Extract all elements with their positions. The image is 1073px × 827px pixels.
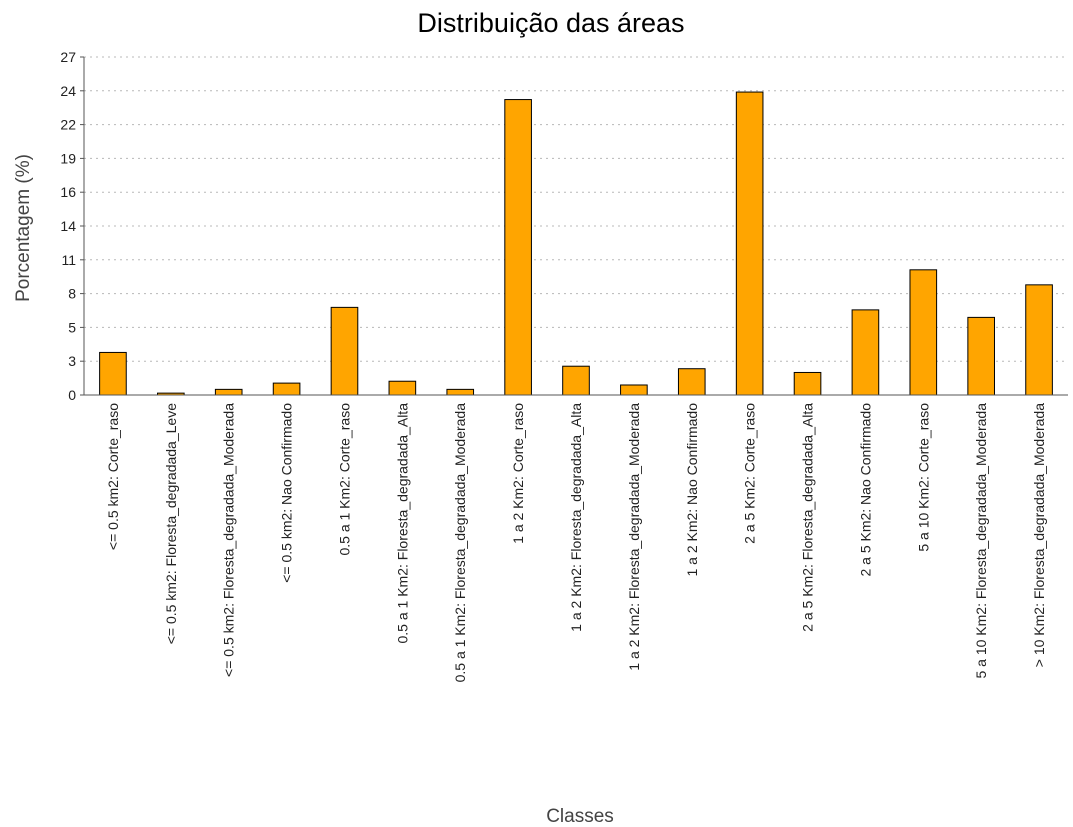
x-category-label: 5 a 10 Km2: Floresta_degradada_Moderada [973, 403, 989, 679]
bars [99, 91, 1053, 396]
x-category-label: 0.5 a 1 Km2: Corte_raso [336, 403, 352, 556]
x-category-label: > 10 Km2: Floresta_degradada_Moderada [1031, 403, 1047, 667]
y-tick-labels: 0 3 5 8 11 14 16 19 22 24 27 [60, 49, 84, 403]
y-tick-label: 16 [60, 184, 76, 200]
x-category-label: 0.5 a 1 Km2: Floresta_degradada_Alta [394, 403, 410, 644]
y-tick-label: 5 [68, 319, 76, 335]
bar [272, 382, 301, 396]
y-tick-label: 24 [60, 83, 76, 99]
bar [388, 380, 417, 396]
y-tick-label: 14 [60, 218, 76, 234]
x-category-label: <= 0.5 km2: Floresta_degradada_Moderada [221, 403, 237, 677]
grid-lines [84, 56, 1068, 362]
x-category-label: 2 a 5 Km2: Floresta_degradada_Alta [800, 403, 816, 632]
x-category-label: 5 a 10 Km2: Corte_raso [915, 403, 931, 552]
x-category-label: 1 a 2 Km2: Nao Confirmado [684, 403, 700, 577]
x-category-label: 0.5 a 1 Km2: Floresta_degradada_Moderada [452, 403, 468, 683]
y-tick-label: 11 [61, 252, 76, 268]
x-category-label: <= 0.5 km2: Floresta_degradada_Leve [163, 403, 179, 644]
x-category-label: <= 0.5 km2: Nao Confirmado [279, 403, 295, 583]
y-tick-label: 19 [60, 150, 76, 166]
y-tick-label: 8 [68, 286, 76, 302]
bar [909, 269, 938, 396]
bar [851, 309, 880, 396]
y-tick-label: 0 [68, 387, 76, 403]
x-category-label: 2 a 5 Km2: Corte_raso [742, 403, 758, 544]
x-category-label: 1 a 2 Km2: Corte_raso [510, 403, 526, 544]
bar [967, 316, 995, 396]
x-axis-label: Classes [546, 806, 614, 827]
bar [446, 388, 475, 396]
y-tick-label: 27 [60, 49, 76, 65]
x-category-labels: <= 0.5 km2: Corte_raso <= 0.5 km2: Flores… [105, 403, 1047, 683]
bar [330, 306, 359, 396]
bar [214, 388, 243, 396]
y-tick-label: 22 [60, 117, 76, 133]
bar [99, 351, 127, 396]
x-category-label: 1 a 2 Km2: Floresta_degradada_Moderada [626, 403, 642, 671]
bar [504, 99, 532, 396]
y-axis-label: Porcentagem (%) [13, 154, 34, 302]
bar [677, 368, 706, 396]
bar [793, 371, 822, 396]
bar [620, 384, 648, 396]
bar [735, 91, 764, 396]
chart-title: Distribuição das áreas [417, 8, 684, 38]
x-category-label: 2 a 5 Km2: Nao Confirmado [857, 403, 873, 577]
bar [1025, 284, 1053, 396]
x-category-label: 1 a 2 Km2: Floresta_degradada_Alta [568, 403, 584, 632]
x-category-label: <= 0.5 km2: Corte_raso [105, 403, 121, 550]
bar [562, 365, 590, 396]
y-tick-label: 3 [68, 353, 76, 369]
